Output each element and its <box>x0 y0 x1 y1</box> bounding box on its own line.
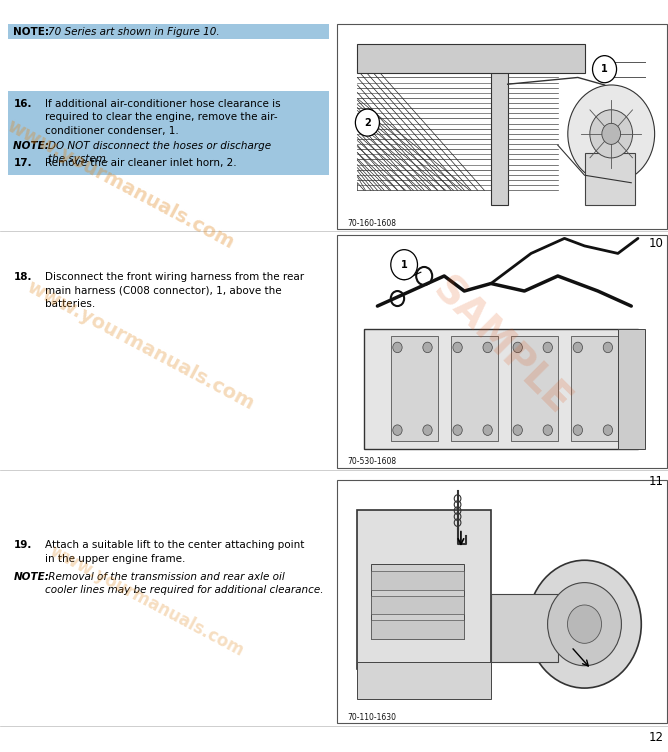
Text: www.yourmanuals.com: www.yourmanuals.com <box>23 277 257 414</box>
Bar <box>371 596 464 614</box>
Circle shape <box>453 425 462 435</box>
Text: 70 Series art shown in Figure 10.: 70 Series art shown in Figure 10. <box>48 26 220 37</box>
Text: DO NOT disconnect the hoses or discharge
the system.: DO NOT disconnect the hoses or discharge… <box>48 141 271 164</box>
Circle shape <box>543 342 552 353</box>
Text: 10: 10 <box>649 237 664 250</box>
Circle shape <box>573 425 582 435</box>
Bar <box>337 480 667 723</box>
Circle shape <box>453 342 462 353</box>
Circle shape <box>573 342 582 353</box>
Text: 17.: 17. <box>13 158 32 168</box>
Bar <box>491 47 508 205</box>
Bar <box>491 594 558 662</box>
Circle shape <box>593 56 617 83</box>
Bar <box>371 620 464 639</box>
Bar <box>618 329 645 449</box>
Circle shape <box>543 425 552 435</box>
Text: www.yourmanuals.com: www.yourmanuals.com <box>47 543 247 660</box>
Circle shape <box>483 425 492 435</box>
Circle shape <box>393 425 402 435</box>
Bar <box>371 571 464 590</box>
Text: Remove the air cleaner inlet horn, 2.: Remove the air cleaner inlet horn, 2. <box>45 158 236 168</box>
Text: 70-160-1608: 70-160-1608 <box>347 219 396 228</box>
Bar <box>357 44 584 73</box>
Text: NOTE:: NOTE: <box>13 26 53 37</box>
Text: NOTE:: NOTE: <box>13 141 53 151</box>
Bar <box>371 564 464 639</box>
Bar <box>391 336 438 441</box>
Circle shape <box>423 342 432 353</box>
Text: 11: 11 <box>649 475 664 488</box>
Text: 12: 12 <box>649 731 664 744</box>
Text: If additional air-conditioner hose clearance is
required to clear the engine, re: If additional air-conditioner hose clear… <box>45 99 281 135</box>
Text: 1: 1 <box>601 64 608 74</box>
Bar <box>8 155 329 171</box>
Bar <box>364 329 638 449</box>
Text: 2: 2 <box>364 117 371 128</box>
Text: 19.: 19. <box>13 540 32 550</box>
Bar <box>571 336 618 441</box>
Text: 16.: 16. <box>13 99 32 108</box>
Circle shape <box>548 583 621 666</box>
Circle shape <box>513 425 522 435</box>
Text: Attach a suitable lift to the center attaching point
in the upper engine frame.: Attach a suitable lift to the center att… <box>45 540 304 563</box>
Circle shape <box>423 425 432 435</box>
Bar <box>451 336 498 441</box>
Text: NOTE:: NOTE: <box>13 572 49 581</box>
Bar <box>8 135 329 175</box>
Circle shape <box>590 110 633 158</box>
Text: 18.: 18. <box>13 272 32 282</box>
Circle shape <box>391 250 418 280</box>
Circle shape <box>603 425 613 435</box>
Bar <box>357 662 491 699</box>
Circle shape <box>568 605 602 644</box>
Bar <box>337 235 667 468</box>
Circle shape <box>513 342 522 353</box>
Circle shape <box>568 85 655 183</box>
Bar <box>511 336 558 441</box>
Bar <box>584 153 635 205</box>
Circle shape <box>528 560 641 688</box>
Text: 70-110-1630: 70-110-1630 <box>347 713 396 722</box>
Circle shape <box>393 342 402 353</box>
Circle shape <box>602 123 621 144</box>
Text: Disconnect the front wiring harness from the rear
main harness (C008 connector),: Disconnect the front wiring harness from… <box>45 272 304 309</box>
Text: 70-530-1608: 70-530-1608 <box>347 457 397 466</box>
Bar <box>8 24 329 39</box>
Text: www.yourmanuals.com: www.yourmanuals.com <box>3 116 237 253</box>
Circle shape <box>603 342 613 353</box>
Circle shape <box>483 342 492 353</box>
Bar <box>337 24 667 229</box>
Text: 1: 1 <box>401 259 407 270</box>
Circle shape <box>355 109 379 136</box>
Text: SAMPLE: SAMPLE <box>425 270 577 422</box>
Bar <box>8 91 329 147</box>
Bar <box>357 510 491 669</box>
Text: Removal of the transmission and rear axle oil
cooler lines may be required for a: Removal of the transmission and rear axl… <box>45 572 323 595</box>
